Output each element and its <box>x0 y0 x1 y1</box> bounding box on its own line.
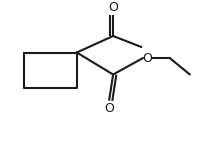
Text: O: O <box>143 52 152 65</box>
Text: O: O <box>104 102 114 115</box>
Text: O: O <box>108 1 118 14</box>
